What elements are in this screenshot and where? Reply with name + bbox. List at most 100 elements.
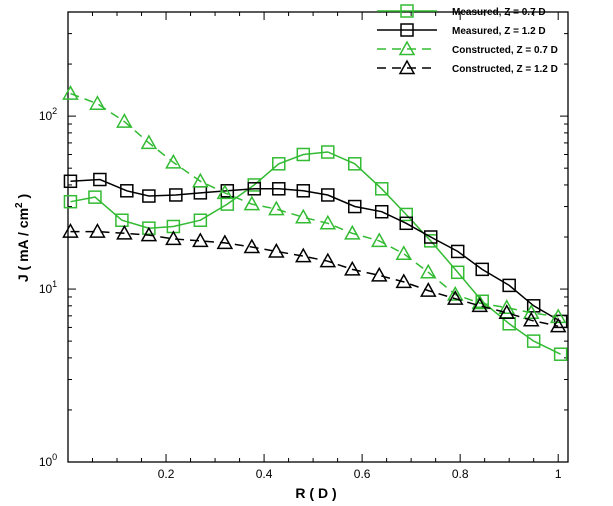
data-point [140, 226, 158, 242]
data-point [247, 182, 262, 196]
x-tick-label: 0.6 [354, 467, 371, 481]
data-point [348, 199, 362, 214]
data-point [62, 223, 79, 238]
series-3 [62, 85, 567, 324]
legend-label: Constructed, Z = 1.2 D [452, 64, 558, 75]
data-point [192, 232, 209, 248]
data-point [475, 262, 489, 277]
y-tick-base: 10 [39, 455, 53, 469]
legend-entry: Measured, Z = 0.7 D [377, 4, 546, 18]
legend-entry: Constructed, Z = 0.7 D [377, 40, 558, 56]
data-point [165, 230, 182, 246]
legend-label: Measured, Z = 1.2 D [452, 26, 546, 37]
data-point [498, 304, 516, 319]
data-point [169, 188, 183, 202]
x-tick-label: 0.4 [256, 467, 273, 481]
y-axis-title-exponent: 2 [14, 202, 25, 208]
data-point [471, 297, 489, 313]
data-point [522, 311, 540, 327]
data-point [243, 195, 261, 211]
y-tick-label: 101 [39, 279, 57, 296]
data-point [370, 266, 388, 282]
y-tick-exponent: 2 [52, 106, 57, 116]
y-axis-title-main: J ( mA / cm [15, 208, 31, 282]
data-point [272, 182, 286, 196]
data-point [216, 234, 234, 250]
y-axis-title-end: ) [15, 194, 31, 203]
legend-label: Constructed, Z = 0.7 D [452, 45, 558, 56]
data-point [243, 238, 261, 254]
data-point [420, 263, 437, 279]
data-point [272, 157, 286, 171]
data-point [446, 290, 464, 305]
series-4 [62, 223, 567, 333]
data-point [116, 113, 133, 128]
data-point [399, 216, 413, 231]
data-point [395, 273, 413, 289]
series-1 [63, 145, 568, 361]
data-point [423, 230, 438, 244]
data-point [319, 214, 337, 230]
data-point [471, 294, 489, 310]
data-point [420, 282, 437, 297]
legend-marker [398, 59, 416, 75]
data-point [142, 189, 156, 203]
legend-marker [400, 23, 414, 37]
data-point [140, 134, 158, 150]
data-point [142, 221, 156, 235]
data-point [395, 245, 413, 261]
data-point [526, 299, 541, 313]
data-point [450, 265, 465, 280]
x-axis-title: R ( D ) [295, 485, 336, 501]
data-point [522, 304, 540, 319]
series-line [70, 92, 559, 318]
data-point [296, 147, 311, 162]
data-point [88, 190, 102, 204]
data-point [268, 200, 285, 216]
data-point [216, 184, 234, 200]
x-tick-label: 1 [555, 467, 562, 481]
data-point [450, 244, 465, 259]
data-point [549, 308, 567, 324]
data-point [296, 184, 311, 198]
legend-label: Measured, Z = 0.7 D [452, 7, 546, 18]
y-tick-base: 10 [39, 282, 53, 296]
data-point [374, 204, 389, 219]
data-point [193, 213, 208, 227]
data-point [344, 224, 361, 240]
data-point [526, 334, 541, 348]
x-tick-label: 0.2 [158, 467, 175, 481]
data-point [549, 317, 567, 333]
y-tick-label: 100 [39, 452, 57, 469]
data-point [374, 182, 389, 196]
data-point [192, 172, 209, 188]
data-point [116, 224, 133, 240]
data-point [399, 207, 413, 222]
legend: Measured, Z = 0.7 D Measured, Z = 1.2 D Co… [377, 4, 558, 75]
data-point [502, 278, 516, 293]
data-point [62, 85, 79, 100]
y-tick-base: 10 [39, 109, 53, 123]
data-point [268, 242, 285, 258]
series-2 [63, 172, 568, 329]
data-point [319, 252, 337, 268]
data-point [115, 213, 129, 227]
x-tick-label: 0.8 [452, 467, 469, 481]
y-tick-exponent: 1 [52, 279, 57, 289]
legend-entry: Measured, Z = 1.2 D [377, 23, 546, 37]
data-point [321, 188, 335, 202]
y-axis-title: J ( mA / cm2 ) [14, 194, 31, 282]
y-tick-exponent: 0 [52, 452, 57, 462]
data-point [93, 172, 107, 187]
data-point [344, 260, 361, 276]
data-point [89, 95, 106, 110]
data-point [553, 347, 568, 361]
data-point [165, 153, 182, 169]
legend-entry: Constructed, Z = 1.2 D [377, 59, 558, 75]
data-point [63, 174, 78, 189]
data-point [321, 145, 335, 159]
data-point [348, 157, 362, 171]
